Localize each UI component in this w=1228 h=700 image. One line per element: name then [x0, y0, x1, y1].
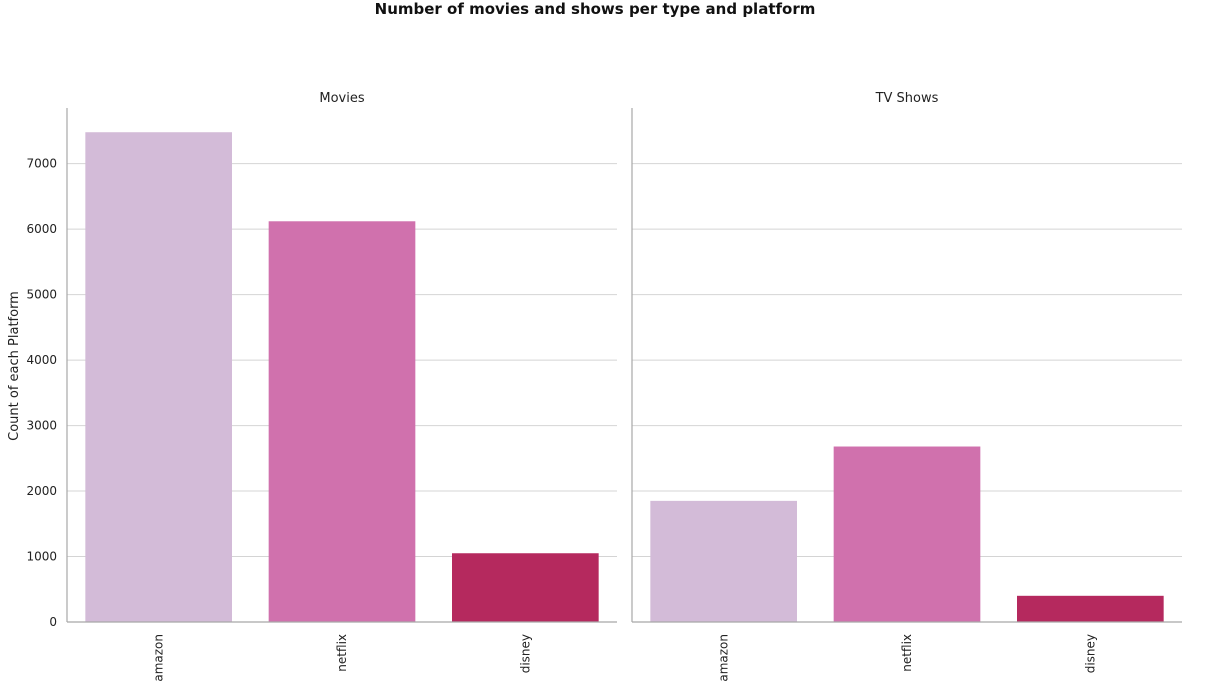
x-tick-label: netflix [900, 634, 914, 672]
y-tick-label: 7000 [26, 157, 57, 171]
y-tick-label: 4000 [26, 353, 57, 367]
panel-title: Movies [319, 91, 364, 106]
x-tick-label: disney [1083, 634, 1097, 673]
x-tick-label: amazon [152, 634, 166, 682]
bar-amazon [650, 500, 797, 622]
panel-0: 0 1000 2000 3000 4000 5000 6000 7000 amazon netfl… [26, 91, 617, 682]
y-tick-label: 3000 [26, 419, 57, 433]
y-tick-label: 5000 [26, 288, 57, 302]
panel-title: TV Shows [875, 91, 939, 106]
x-tick-label: disney [518, 634, 532, 673]
bar-disney [452, 553, 599, 622]
y-tick-label: 1000 [26, 550, 57, 564]
panel-1: amazon netflix disney TV Shows [631, 91, 1182, 682]
y-tick-label: 0 [49, 615, 57, 629]
bar-netflix [268, 221, 416, 622]
plot-area: 0 1000 2000 3000 4000 5000 6000 7000 amazon netfl… [26, 91, 1182, 682]
x-tick-label: amazon [717, 634, 731, 682]
y-axis-label: Count of each Platform [7, 291, 22, 441]
chart-title: Number of movies and shows per type and … [375, 0, 816, 18]
bar-amazon [85, 132, 232, 622]
y-tick-label: 2000 [26, 484, 57, 498]
bar-netflix [833, 446, 981, 622]
y-tick-label: 6000 [26, 222, 57, 236]
bar-disney [1017, 595, 1164, 622]
x-tick-label: netflix [335, 634, 349, 672]
